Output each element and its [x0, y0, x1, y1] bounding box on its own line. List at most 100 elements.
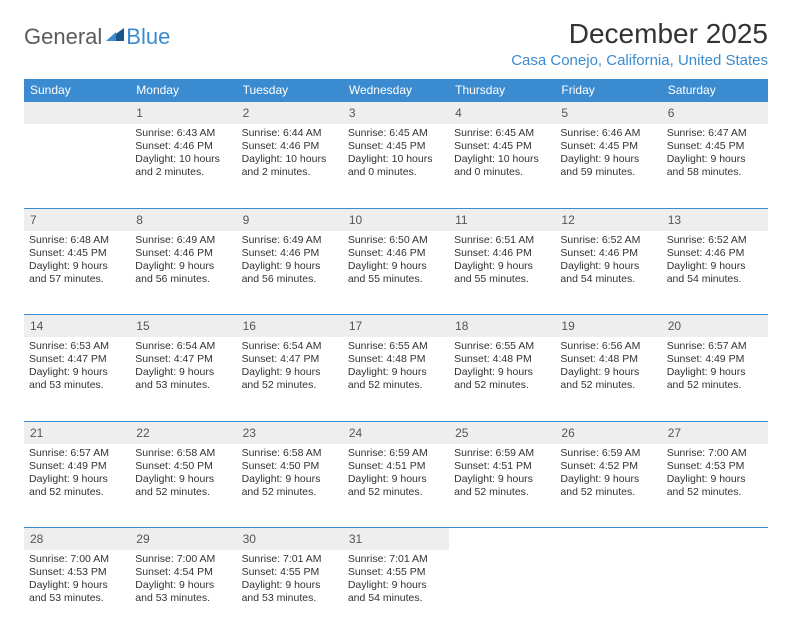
day-number: 17	[349, 319, 362, 333]
day-content-cell: Sunrise: 6:58 AMSunset: 4:50 PMDaylight:…	[237, 444, 343, 528]
sunset-line: Sunset: 4:45 PM	[454, 140, 532, 152]
day-number-cell: 20	[662, 315, 768, 338]
day-details: Sunrise: 6:49 AMSunset: 4:46 PMDaylight:…	[237, 231, 343, 293]
day-content-cell: Sunrise: 7:00 AMSunset: 4:53 PMDaylight:…	[24, 550, 130, 634]
daylight-line: Daylight: 9 hours and 53 minutes.	[135, 579, 214, 604]
sunset-line: Sunset: 4:50 PM	[135, 460, 213, 472]
daylight-line: Daylight: 9 hours and 52 minutes.	[348, 366, 427, 391]
day-number: 29	[136, 532, 149, 546]
sunset-line: Sunset: 4:46 PM	[667, 247, 745, 259]
sunset-line: Sunset: 4:46 PM	[454, 247, 532, 259]
day-content-cell	[24, 124, 130, 208]
day-content-cell: Sunrise: 6:55 AMSunset: 4:48 PMDaylight:…	[343, 337, 449, 421]
day-number: 27	[668, 426, 681, 440]
day-content-cell: Sunrise: 6:54 AMSunset: 4:47 PMDaylight:…	[130, 337, 236, 421]
day-number: 25	[455, 426, 468, 440]
daylight-line: Daylight: 9 hours and 52 minutes.	[667, 473, 746, 498]
day-details: Sunrise: 6:58 AMSunset: 4:50 PMDaylight:…	[237, 444, 343, 506]
day-content-cell: Sunrise: 6:57 AMSunset: 4:49 PMDaylight:…	[662, 337, 768, 421]
day-number: 6	[668, 106, 675, 120]
sunset-line: Sunset: 4:51 PM	[348, 460, 426, 472]
sunset-line: Sunset: 4:46 PM	[560, 247, 638, 259]
title-block: December 2025 Casa Conejo, California, U…	[511, 18, 768, 77]
day-number: 11	[455, 213, 467, 227]
day-details: Sunrise: 6:48 AMSunset: 4:45 PMDaylight:…	[24, 231, 130, 293]
day-content-cell: Sunrise: 6:49 AMSunset: 4:46 PMDaylight:…	[237, 231, 343, 315]
sunset-line: Sunset: 4:50 PM	[242, 460, 320, 472]
day-number-cell	[662, 528, 768, 551]
day-details: Sunrise: 6:52 AMSunset: 4:46 PMDaylight:…	[555, 231, 661, 293]
sunset-line: Sunset: 4:52 PM	[560, 460, 638, 472]
day-content-cell: Sunrise: 7:01 AMSunset: 4:55 PMDaylight:…	[343, 550, 449, 634]
day-details: Sunrise: 6:49 AMSunset: 4:46 PMDaylight:…	[130, 231, 236, 293]
header: General Blue December 2025 Casa Conejo, …	[24, 18, 768, 77]
day-number-cell: 27	[662, 421, 768, 444]
day-number-cell: 19	[555, 315, 661, 338]
sunset-line: Sunset: 4:53 PM	[29, 566, 107, 578]
day-number-cell: 24	[343, 421, 449, 444]
day-number-cell: 6	[662, 102, 768, 125]
day-number: 15	[136, 319, 149, 333]
day-content-cell: Sunrise: 6:55 AMSunset: 4:48 PMDaylight:…	[449, 337, 555, 421]
sunset-line: Sunset: 4:46 PM	[135, 247, 213, 259]
month-title: December 2025	[511, 18, 768, 50]
sunrise-line: Sunrise: 6:50 AM	[348, 234, 428, 246]
sunrise-line: Sunrise: 6:57 AM	[667, 340, 747, 352]
day-details: Sunrise: 6:50 AMSunset: 4:46 PMDaylight:…	[343, 231, 449, 293]
day-details: Sunrise: 6:59 AMSunset: 4:51 PMDaylight:…	[449, 444, 555, 506]
day-number-row: 28293031	[24, 528, 768, 551]
daylight-line: Daylight: 9 hours and 53 minutes.	[135, 366, 214, 391]
day-number-cell: 4	[449, 102, 555, 125]
day-number-cell: 31	[343, 528, 449, 551]
day-number-cell: 28	[24, 528, 130, 551]
sunset-line: Sunset: 4:47 PM	[135, 353, 213, 365]
day-number-cell	[449, 528, 555, 551]
day-number: 8	[136, 213, 143, 227]
sunrise-line: Sunrise: 6:56 AM	[560, 340, 640, 352]
day-details: Sunrise: 6:44 AMSunset: 4:46 PMDaylight:…	[237, 124, 343, 186]
sunrise-line: Sunrise: 6:58 AM	[135, 447, 215, 459]
daylight-line: Daylight: 9 hours and 52 minutes.	[135, 473, 214, 498]
day-content-row: Sunrise: 7:00 AMSunset: 4:53 PM Daylight:…	[24, 550, 768, 634]
day-content-cell: Sunrise: 6:53 AMSunset: 4:47 PMDaylight:…	[24, 337, 130, 421]
day-details: Sunrise: 6:58 AMSunset: 4:50 PMDaylight:…	[130, 444, 236, 506]
day-content-row: Sunrise: 6:53 AMSunset: 4:47 PMDaylight:…	[24, 337, 768, 421]
daylight-line: Daylight: 9 hours and 52 minutes.	[242, 366, 321, 391]
day-details: Sunrise: 6:53 AMSunset: 4:47 PMDaylight:…	[24, 337, 130, 399]
day-details: Sunrise: 7:01 AMSunset: 4:55 PMDaylight:…	[237, 550, 343, 612]
sunrise-line: Sunrise: 6:45 AM	[454, 127, 534, 139]
sunrise-line: Sunrise: 6:51 AM	[454, 234, 534, 246]
day-details: Sunrise: 7:00 AMSunset: 4:53 PMDaylight:…	[24, 550, 130, 612]
sunrise-line: Sunrise: 7:01 AM	[242, 553, 322, 565]
weekday-header: Friday	[555, 79, 661, 102]
sunset-line: Sunset: 4:48 PM	[348, 353, 426, 365]
day-number: 20	[668, 319, 681, 333]
day-number-cell: 25	[449, 421, 555, 444]
day-number-cell: 15	[130, 315, 236, 338]
day-content-cell: Sunrise: 6:59 AMSunset: 4:51 PMDaylight:…	[343, 444, 449, 528]
sunset-line: Sunset: 4:46 PM	[242, 247, 320, 259]
day-number: 7	[30, 213, 37, 227]
logo-text-1: General	[24, 24, 102, 50]
day-content-cell: Sunrise: 6:56 AMSunset: 4:48 PMDaylight:…	[555, 337, 661, 421]
sunrise-line: Sunrise: 6:59 AM	[348, 447, 428, 459]
sunset-line: Sunset: 4:46 PM	[348, 247, 426, 259]
sunset-line: Sunset: 4:45 PM	[560, 140, 638, 152]
sunrise-line: Sunrise: 7:00 AM	[29, 553, 109, 565]
day-content-cell: Sunrise: 6:50 AMSunset: 4:46 PMDaylight:…	[343, 231, 449, 315]
day-number-cell: 17	[343, 315, 449, 338]
daylight-line: Daylight: 9 hours and 53 minutes.	[29, 366, 108, 391]
day-details: Sunrise: 6:55 AMSunset: 4:48 PMDaylight:…	[343, 337, 449, 399]
day-number: 3	[349, 106, 356, 120]
day-number: 5	[561, 106, 568, 120]
calendar-page: General Blue December 2025 Casa Conejo, …	[0, 0, 792, 634]
day-number: 23	[243, 426, 256, 440]
sunset-line: Sunset: 4:47 PM	[242, 353, 320, 365]
daylight-line: Daylight: 9 hours and 52 minutes.	[560, 473, 639, 498]
day-number: 19	[561, 319, 574, 333]
daylight-line: Daylight: 9 hours and 58 minutes.	[667, 153, 746, 178]
day-number: 16	[243, 319, 256, 333]
sunrise-line: Sunrise: 6:47 AM	[667, 127, 747, 139]
weekday-header: Wednesday	[343, 79, 449, 102]
calendar-table: SundayMondayTuesdayWednesdayThursdayFrid…	[24, 79, 768, 634]
